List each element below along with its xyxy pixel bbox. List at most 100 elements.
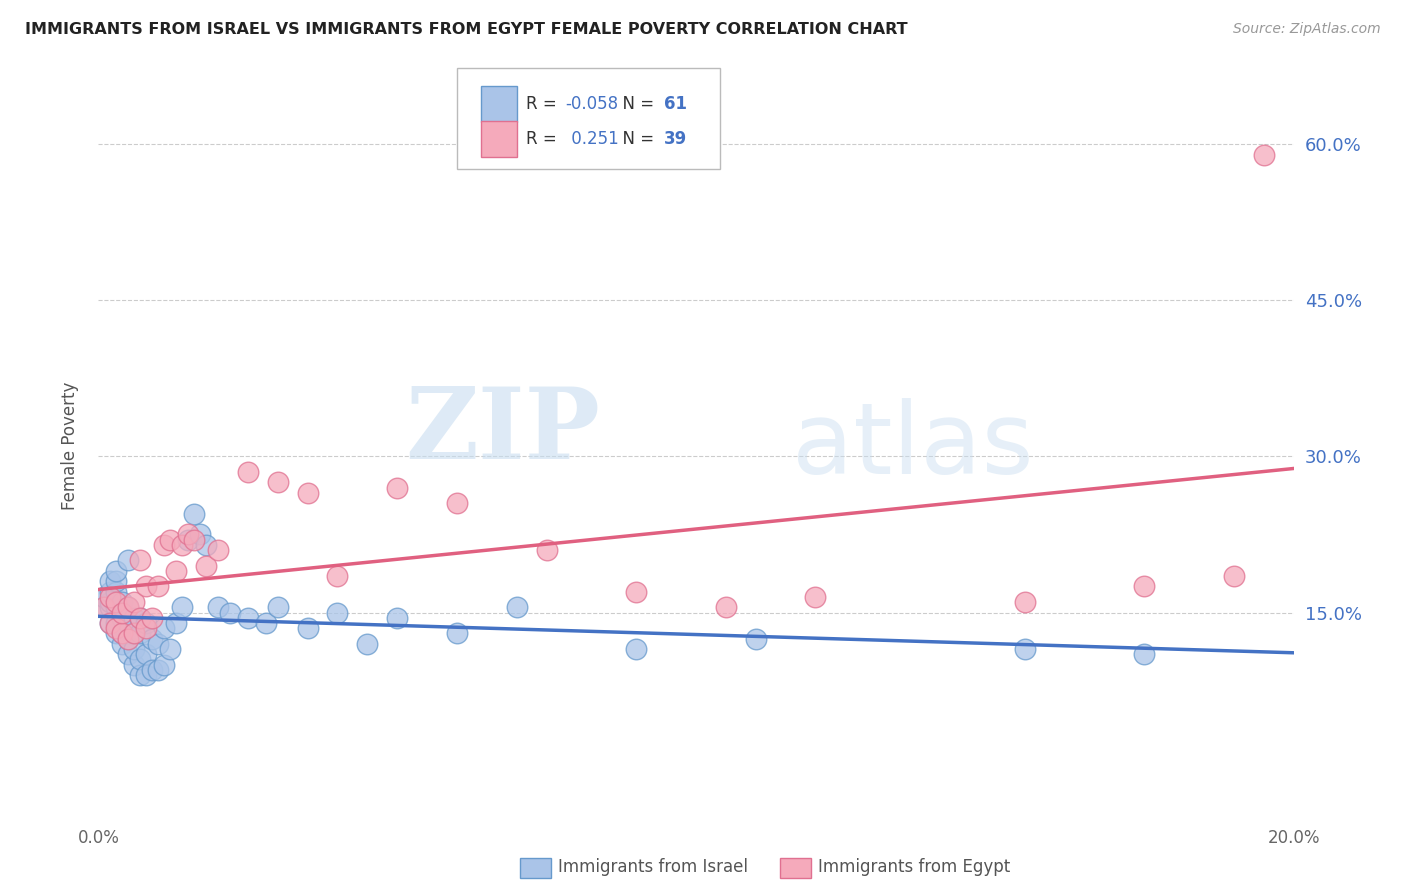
Point [105, 615, 128, 630]
Point [148, 580, 170, 594]
Text: N =: N = [613, 130, 659, 148]
Point [1253, 147, 1275, 161]
Text: 39: 39 [664, 130, 688, 148]
Point [129, 668, 152, 682]
Point [1223, 569, 1246, 583]
Point [804, 590, 827, 604]
Point [165, 564, 187, 578]
Point [626, 584, 648, 599]
Point [236, 611, 259, 625]
Point [267, 600, 290, 615]
Text: -0.058: -0.058 [565, 95, 619, 112]
Point [124, 626, 146, 640]
Point [111, 626, 134, 640]
Point [124, 611, 146, 625]
Point [326, 569, 349, 583]
Point [98, 615, 122, 630]
Point [297, 621, 319, 635]
Point [129, 611, 152, 625]
Point [141, 611, 163, 625]
Text: Source: ZipAtlas.com: Source: ZipAtlas.com [1233, 22, 1381, 37]
Point [446, 496, 468, 510]
Point [105, 595, 128, 609]
Point [105, 626, 128, 640]
Point [129, 652, 152, 666]
Text: N =: N = [613, 95, 659, 112]
Point [117, 553, 139, 567]
Point [177, 527, 200, 541]
Text: atlas: atlas [792, 398, 1033, 494]
Point [117, 632, 139, 646]
Y-axis label: Female Poverty: Female Poverty [60, 382, 79, 510]
Point [183, 533, 205, 547]
Text: R =: R = [526, 95, 562, 112]
Point [1014, 595, 1036, 609]
Text: Immigrants from Israel: Immigrants from Israel [558, 858, 748, 876]
Point [385, 611, 409, 625]
Point [111, 611, 134, 625]
Point [105, 574, 128, 589]
Point [1133, 647, 1156, 661]
Point [98, 574, 122, 589]
Point [111, 626, 134, 640]
Point [117, 632, 139, 646]
Point [111, 637, 134, 651]
Point [148, 663, 170, 677]
Point [93, 600, 115, 615]
Point [117, 600, 139, 615]
Point [745, 632, 768, 646]
Point [207, 600, 229, 615]
Point [159, 533, 181, 547]
Point [172, 600, 194, 615]
Point [326, 606, 349, 620]
Point [93, 600, 115, 615]
Point [117, 647, 139, 661]
Point [135, 615, 157, 630]
Point [141, 632, 163, 646]
Point [98, 615, 122, 630]
Point [129, 611, 152, 625]
Point [105, 564, 128, 578]
Text: R =: R = [526, 130, 562, 148]
Point [124, 595, 146, 609]
Text: Immigrants from Egypt: Immigrants from Egypt [818, 858, 1011, 876]
Text: ZIP: ZIP [405, 383, 600, 480]
Point [153, 657, 176, 672]
Point [446, 626, 468, 640]
Point [267, 475, 290, 490]
Text: IMMIGRANTS FROM ISRAEL VS IMMIGRANTS FROM EGYPT FEMALE POVERTY CORRELATION CHART: IMMIGRANTS FROM ISRAEL VS IMMIGRANTS FRO… [25, 22, 908, 37]
Point [135, 621, 157, 635]
FancyBboxPatch shape [457, 68, 720, 169]
Point [153, 538, 176, 552]
Point [98, 600, 122, 615]
Point [195, 538, 218, 552]
Point [98, 595, 122, 609]
Point [506, 600, 529, 615]
Text: 61: 61 [664, 95, 686, 112]
Point [183, 507, 205, 521]
Point [141, 663, 163, 677]
Point [105, 584, 128, 599]
Point [159, 642, 181, 657]
Point [385, 481, 409, 495]
Point [165, 615, 187, 630]
Point [117, 615, 139, 630]
Point [105, 621, 128, 635]
Point [177, 533, 200, 547]
Point [135, 668, 157, 682]
Point [188, 527, 211, 541]
Point [124, 657, 146, 672]
Point [254, 615, 277, 630]
Point [1133, 580, 1156, 594]
Point [98, 590, 122, 604]
Point [124, 626, 146, 640]
Point [356, 637, 378, 651]
Point [117, 600, 139, 615]
Point [111, 595, 134, 609]
Point [148, 637, 170, 651]
Point [135, 580, 157, 594]
FancyBboxPatch shape [481, 120, 517, 157]
Point [297, 485, 319, 500]
Point [105, 600, 128, 615]
Point [236, 465, 259, 479]
